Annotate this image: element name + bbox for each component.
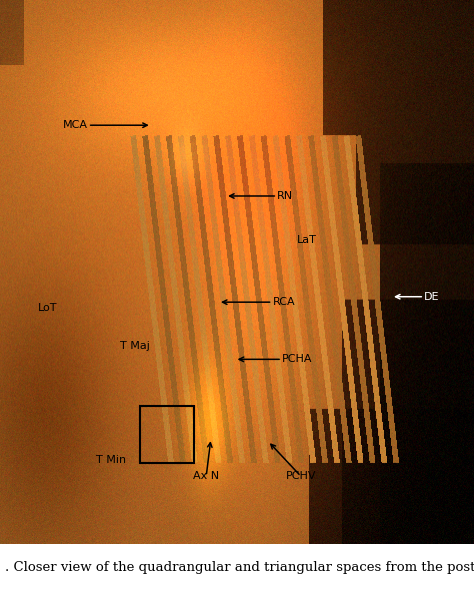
Text: T Maj: T Maj <box>120 341 150 350</box>
Text: MCA: MCA <box>63 120 88 130</box>
Text: LaT: LaT <box>297 234 317 245</box>
Text: RCA: RCA <box>273 297 295 307</box>
Text: LoT: LoT <box>37 303 57 312</box>
Bar <box>140 406 194 463</box>
Text: Ax N: Ax N <box>193 471 219 481</box>
Text: . Closer view of the quadrangular and triangular spaces from the post: . Closer view of the quadrangular and tr… <box>5 560 474 574</box>
Text: RN: RN <box>277 191 293 201</box>
Text: PCHV: PCHV <box>286 471 316 481</box>
Text: PCHA: PCHA <box>282 354 312 364</box>
Text: T Min: T Min <box>96 455 127 465</box>
Text: DE: DE <box>424 292 440 302</box>
